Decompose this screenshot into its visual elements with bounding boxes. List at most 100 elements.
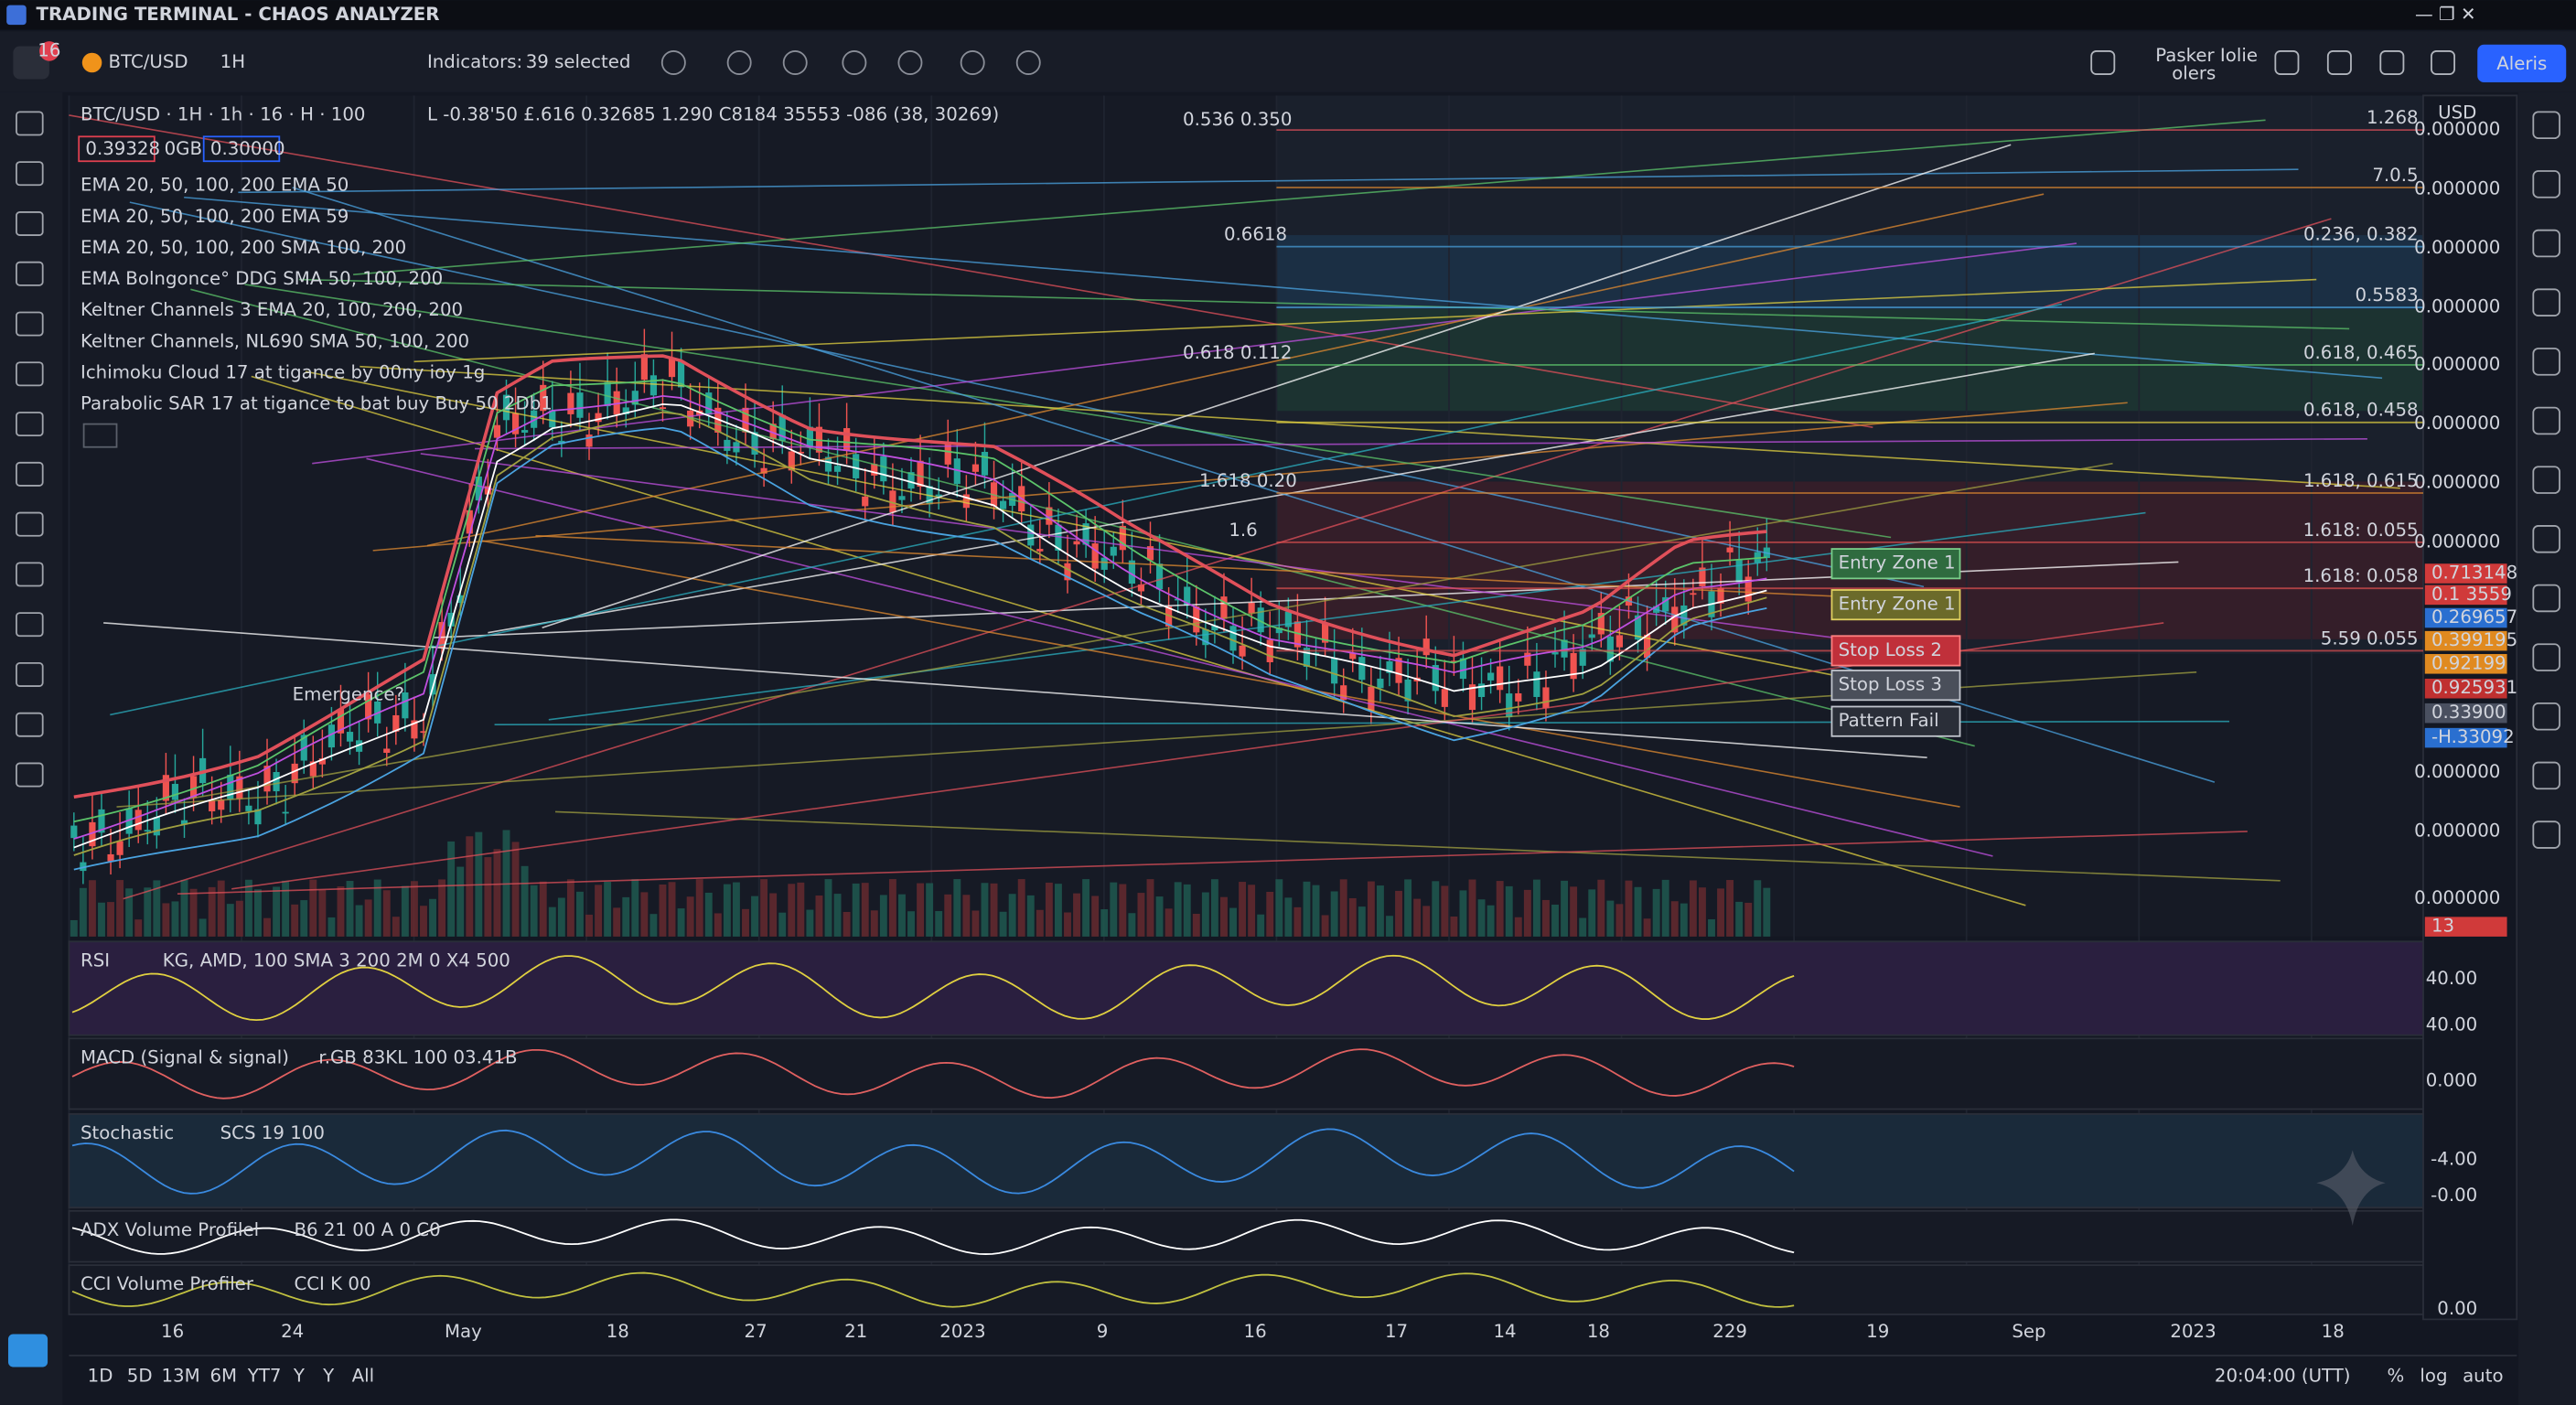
range-button[interactable]: 1D — [88, 1366, 113, 1387]
toolbar-icon[interactable] — [960, 50, 985, 75]
side-icon[interactable] — [2532, 288, 2560, 316]
side-icon[interactable] — [2532, 643, 2560, 671]
range-button[interactable]: Y — [293, 1366, 306, 1387]
side-icon[interactable] — [2532, 229, 2560, 258]
candle-body — [1073, 541, 1080, 545]
tool-icon[interactable] — [16, 261, 44, 286]
tool-icon[interactable] — [16, 111, 44, 136]
candle-body — [521, 430, 529, 433]
volume-bar — [355, 905, 363, 937]
alerts-button[interactable] — [2477, 44, 2567, 83]
fib-right-label: 0.618, 0.465 — [2303, 342, 2419, 363]
collapse-button[interactable] — [82, 423, 118, 448]
price-label: 0.000000 — [2414, 119, 2500, 140]
candle-body — [1386, 660, 1393, 673]
interval[interactable]: 1H — [220, 51, 245, 72]
toolbar-icon[interactable] — [2090, 50, 2116, 75]
toolbar-icon[interactable] — [2379, 50, 2405, 75]
toolbar-icon[interactable] — [897, 50, 923, 75]
volume-bar — [1303, 881, 1311, 937]
log-toggle[interactable]: log — [2420, 1366, 2447, 1387]
indicators-label[interactable]: Indicators: — [427, 51, 522, 72]
alerts-text[interactable]: Aleris — [2496, 53, 2547, 74]
side-icon[interactable] — [2532, 702, 2560, 731]
tool-icon[interactable] — [16, 461, 44, 487]
tool-icon[interactable] — [16, 612, 44, 638]
tool-icon[interactable] — [16, 311, 44, 337]
badge-count: 16 — [38, 39, 60, 60]
legend-row[interactable]: EMA 20, 50, 100, 200 EMA 50 — [80, 175, 349, 196]
toolbar-icon[interactable] — [2274, 50, 2300, 75]
price-tag-text: 0.713148 — [2431, 563, 2517, 584]
volume-bar — [346, 881, 354, 937]
toolbar-icon[interactable] — [2431, 50, 2455, 75]
volume-bar — [1551, 905, 1559, 937]
volume-bar — [1239, 882, 1247, 937]
candle-body — [1615, 635, 1624, 648]
range-button[interactable]: YT7 — [247, 1366, 282, 1387]
tool-icon[interactable] — [16, 211, 44, 236]
tool-icon[interactable] — [16, 361, 44, 387]
time-label: 19 — [1866, 1321, 1889, 1342]
tool-icon[interactable] — [16, 762, 44, 788]
tool-icon[interactable] — [16, 511, 44, 537]
tool-icon[interactable] — [16, 712, 44, 737]
candle-body — [999, 500, 1007, 509]
side-icon[interactable] — [2532, 406, 2560, 435]
side-icon[interactable] — [2532, 525, 2560, 553]
oscillator-line — [71, 1048, 1795, 1099]
tool-icon[interactable] — [16, 412, 44, 437]
symbol[interactable]: BTC/USD — [109, 51, 188, 72]
trend-line — [426, 193, 2045, 547]
volume-bar — [557, 897, 565, 937]
volume-bar — [833, 894, 842, 937]
side-icon[interactable] — [2532, 761, 2560, 790]
trend-line — [184, 196, 2383, 380]
toolbar-icon[interactable] — [1015, 50, 1041, 75]
auto-toggle[interactable]: auto — [2463, 1366, 2503, 1387]
tool-icon[interactable] — [16, 161, 44, 187]
tool-icon[interactable] — [16, 562, 44, 587]
volume-bar — [888, 879, 896, 937]
side-icon[interactable] — [2532, 111, 2560, 139]
legend-row[interactable]: EMA 20, 50, 100, 200 SMA 100, 200 — [80, 237, 406, 258]
indicators-value[interactable]: 39 selected — [526, 51, 631, 72]
price-tag-text: 0.399195 — [2431, 629, 2517, 650]
percent-toggle[interactable]: % — [2387, 1366, 2404, 1387]
legend-row[interactable]: Keltner Channels, NL690 SMA 50, 100, 200 — [80, 330, 469, 351]
cloud-button[interactable] — [7, 1334, 48, 1367]
toolbar-icon[interactable] — [782, 50, 808, 75]
pane-axis-label: 40.00 — [2426, 1014, 2478, 1035]
side-icon[interactable] — [2532, 820, 2560, 849]
legend-row[interactable]: EMA Bolngonce° DDG SMA 50, 100, 200 — [80, 268, 443, 289]
toolbar-icon[interactable] — [726, 50, 752, 75]
legend-row[interactable]: Keltner Channels 3 EMA 20, 100, 200, 200 — [80, 299, 463, 320]
range-button[interactable]: 13M — [161, 1366, 199, 1387]
zone-box — [1830, 589, 1961, 621]
toolbar-icon[interactable] — [660, 50, 686, 75]
side-icon[interactable] — [2532, 348, 2560, 376]
oscillator-line — [71, 954, 1795, 1022]
range-button[interactable]: 5D — [127, 1366, 153, 1387]
toolbar-icon[interactable] — [842, 50, 867, 75]
candle-body — [576, 392, 584, 418]
tool-icon[interactable] — [16, 661, 44, 687]
volume-bar — [1275, 879, 1283, 937]
window-controls[interactable]: — ❐ ✕ — [2415, 4, 2476, 25]
range-button[interactable]: Y — [322, 1366, 335, 1387]
range-button[interactable]: 6M — [209, 1366, 237, 1387]
trend-line — [305, 370, 1942, 698]
legend-row[interactable]: Ichimoku Cloud 17 at tigance by 00ny ioy… — [80, 361, 485, 382]
legend-row[interactable]: EMA 20, 50, 100, 200 EMA 59 — [80, 206, 349, 227]
volume-bar — [401, 885, 409, 937]
toolbar-icon[interactable] — [2326, 50, 2352, 75]
range-button[interactable]: All — [352, 1366, 375, 1387]
volume-bar — [1615, 904, 1624, 937]
side-icon[interactable] — [2532, 584, 2560, 613]
side-icon[interactable] — [2532, 170, 2560, 198]
volume-bar — [171, 901, 179, 937]
legend-row[interactable]: Parabolic SAR 17 at tigance to bat buy B… — [80, 393, 553, 414]
volume-bar — [1064, 912, 1071, 937]
volume-bar — [695, 879, 703, 937]
side-icon[interactable] — [2532, 466, 2560, 494]
